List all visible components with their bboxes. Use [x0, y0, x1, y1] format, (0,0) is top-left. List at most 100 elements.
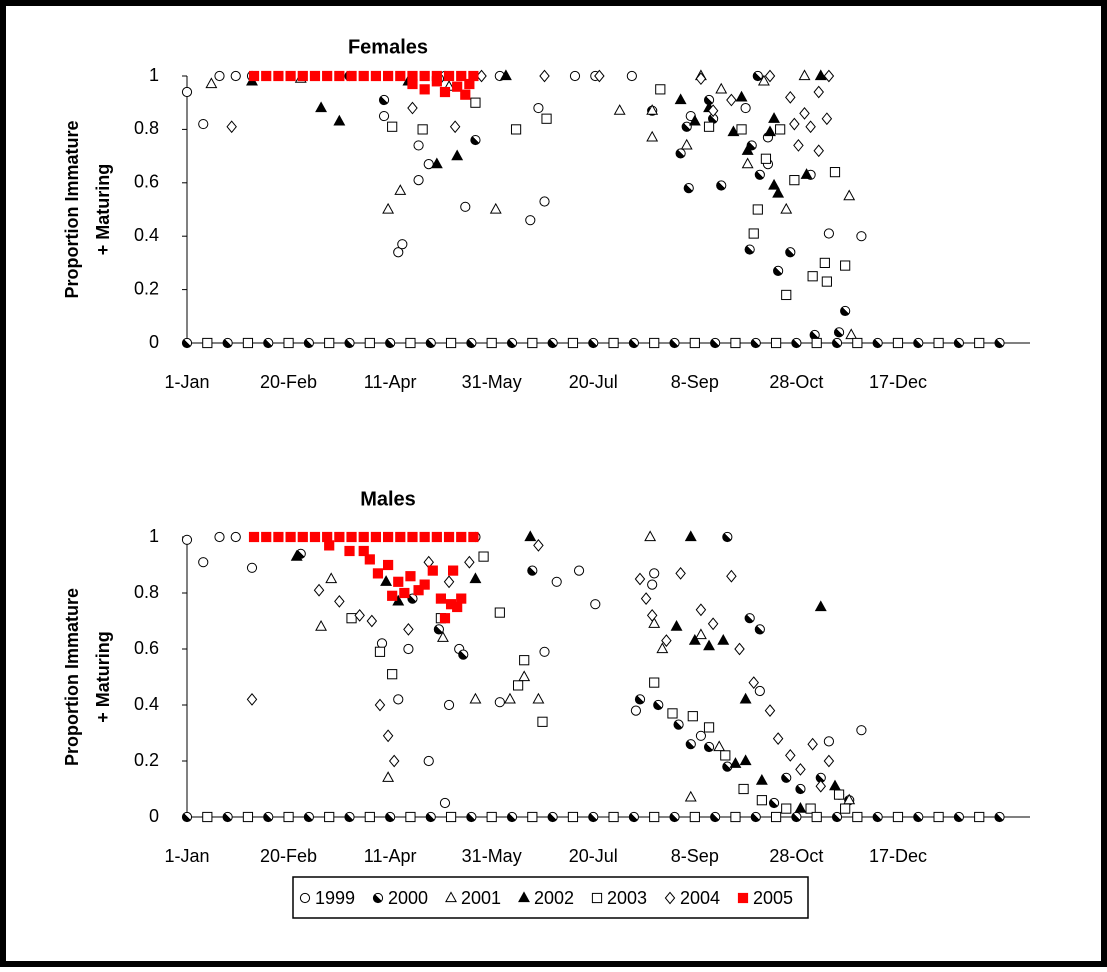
point	[458, 649, 469, 660]
point	[405, 337, 416, 349]
point	[646, 104, 659, 115]
point	[819, 257, 830, 268]
legend-label: 2005	[753, 888, 793, 908]
point	[764, 69, 776, 83]
legend-label: 2002	[534, 888, 574, 908]
x-tick-label: 8-Sep	[671, 372, 719, 392]
point	[436, 631, 449, 642]
x-tick-label: 31-May	[462, 372, 522, 392]
x-tick-label: 17-Dec	[869, 846, 927, 866]
y-tick-label: 0.4	[134, 694, 159, 714]
point	[445, 337, 457, 349]
point	[974, 811, 985, 823]
point	[843, 189, 856, 201]
point	[393, 694, 404, 705]
point	[675, 567, 686, 580]
legend-marker	[664, 891, 676, 905]
point	[547, 811, 558, 823]
point	[649, 811, 660, 823]
point	[649, 337, 660, 349]
point	[198, 118, 209, 130]
point	[427, 565, 438, 576]
x-tick-label: 28-Oct	[769, 372, 823, 392]
point	[226, 120, 237, 134]
point	[770, 811, 782, 823]
point	[840, 260, 851, 271]
point	[486, 337, 497, 349]
y-axis-label: Proportion Immature	[62, 588, 82, 766]
point	[385, 811, 396, 823]
point	[741, 144, 754, 155]
y-tick-label: 0	[149, 332, 159, 352]
point	[821, 112, 833, 126]
point	[831, 337, 843, 349]
point	[740, 102, 751, 114]
point	[393, 576, 404, 587]
x-tick-label: 1-Jan	[164, 372, 209, 392]
point	[452, 601, 463, 613]
point	[464, 78, 475, 90]
point	[354, 609, 365, 622]
y-axis-label: Proportion Immature	[62, 120, 82, 298]
y-tick-label: 0.8	[134, 118, 159, 138]
point	[413, 140, 424, 151]
point	[755, 773, 768, 785]
point	[667, 708, 678, 719]
point	[435, 593, 447, 604]
point	[489, 202, 502, 214]
point	[823, 754, 835, 768]
point	[845, 328, 858, 340]
point	[303, 337, 314, 349]
point	[445, 811, 457, 823]
point	[324, 337, 335, 349]
point	[953, 337, 965, 349]
point	[443, 70, 455, 82]
point	[726, 93, 737, 107]
point	[754, 169, 765, 180]
point	[781, 803, 792, 814]
legend-marker	[737, 892, 749, 904]
legend-marker	[591, 892, 603, 904]
point	[181, 534, 193, 545]
point	[744, 244, 755, 255]
point	[510, 124, 522, 135]
x-tick-label: 8-Sep	[671, 846, 719, 866]
point	[795, 783, 806, 795]
point	[273, 531, 284, 543]
point	[689, 811, 700, 823]
point	[297, 70, 308, 82]
point	[527, 811, 538, 823]
point	[376, 638, 388, 649]
point	[370, 70, 382, 82]
point	[791, 337, 802, 349]
point	[727, 125, 740, 137]
point	[263, 811, 274, 823]
point	[730, 811, 741, 823]
point	[469, 692, 482, 704]
point	[456, 531, 467, 543]
point	[736, 124, 747, 135]
point	[703, 121, 715, 132]
point	[325, 572, 338, 584]
point	[588, 337, 599, 349]
point	[513, 680, 524, 691]
point	[744, 613, 755, 624]
point	[222, 811, 233, 823]
point	[395, 70, 406, 82]
point	[378, 110, 390, 122]
point	[248, 531, 260, 543]
point	[661, 634, 672, 647]
point	[419, 70, 430, 82]
y-tick-label: 0.6	[134, 172, 159, 192]
point	[383, 531, 394, 543]
point	[344, 337, 355, 349]
point	[358, 531, 369, 543]
point	[290, 549, 303, 561]
x-tick-label: 20-Jul	[569, 372, 618, 392]
point	[364, 811, 375, 823]
point	[551, 576, 562, 587]
point	[789, 117, 800, 131]
point	[431, 531, 442, 543]
point	[541, 113, 552, 124]
point	[202, 337, 213, 349]
